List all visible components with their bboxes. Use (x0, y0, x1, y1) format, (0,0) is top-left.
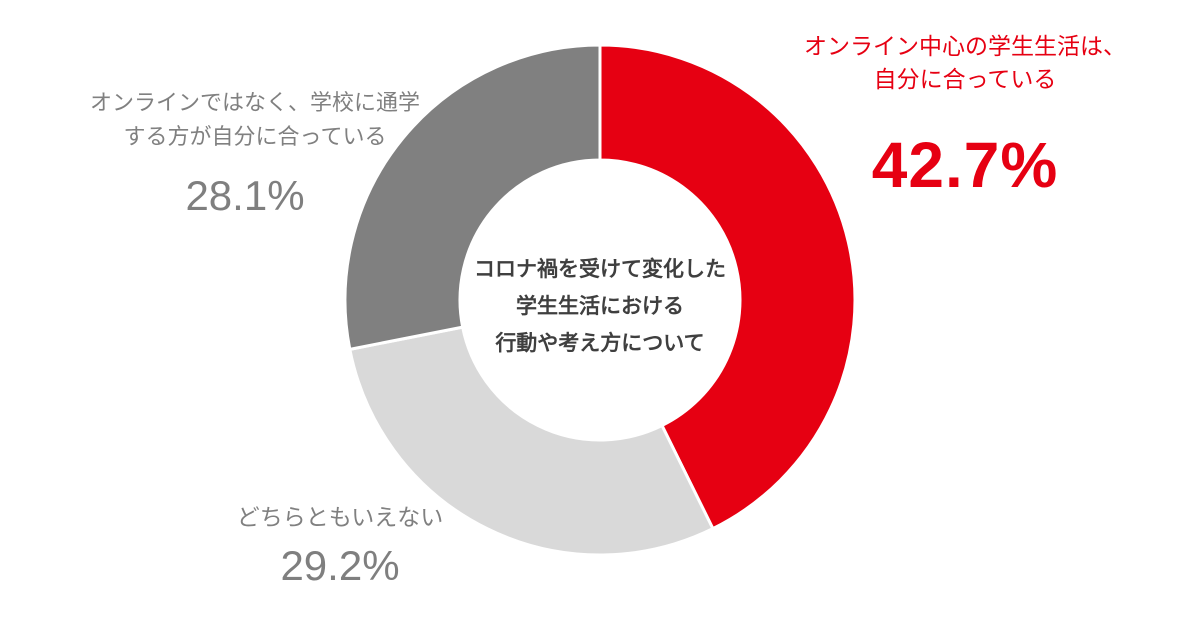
donut-slices (343, 43, 857, 557)
donut-chart (343, 43, 857, 557)
value-neither-pct: 29.2% (280, 542, 400, 589)
center-label-line-2: 学生生活における (516, 294, 684, 318)
value-school-pct: 28.1% (185, 172, 305, 219)
center-label-line-3: 行動や考え方について (495, 331, 705, 355)
label-school-commute: オンラインではなく、学校に通学 する方が自分に合っている (60, 86, 450, 154)
donut-chart-wrap (340, 40, 860, 560)
label-online-centered: オンライン中心の学生生活は、 自分に合っている (770, 30, 1160, 97)
label-online-line-1: オンライン中心の学生生活は、 (804, 33, 1126, 59)
donut-slice-0 (598, 43, 857, 531)
label-neither: どちらともいえない (236, 504, 444, 530)
label-online-line-2: 自分に合っている (873, 66, 1057, 93)
label-school-line-1: オンラインではなく、学校に通学 (89, 90, 420, 115)
donut-slice-1 (348, 325, 715, 557)
donut-slice-2 (343, 43, 602, 351)
value-online-pct: 42.7% (871, 129, 1059, 201)
center-label-line-1: コロナ禍を受けて変化した (474, 258, 726, 281)
label-school-line-2: する方が自分に合っている (123, 124, 387, 150)
chart-center-label: コロナ禍を受けて変化した 学生生活における 行動や考え方について (450, 252, 750, 362)
